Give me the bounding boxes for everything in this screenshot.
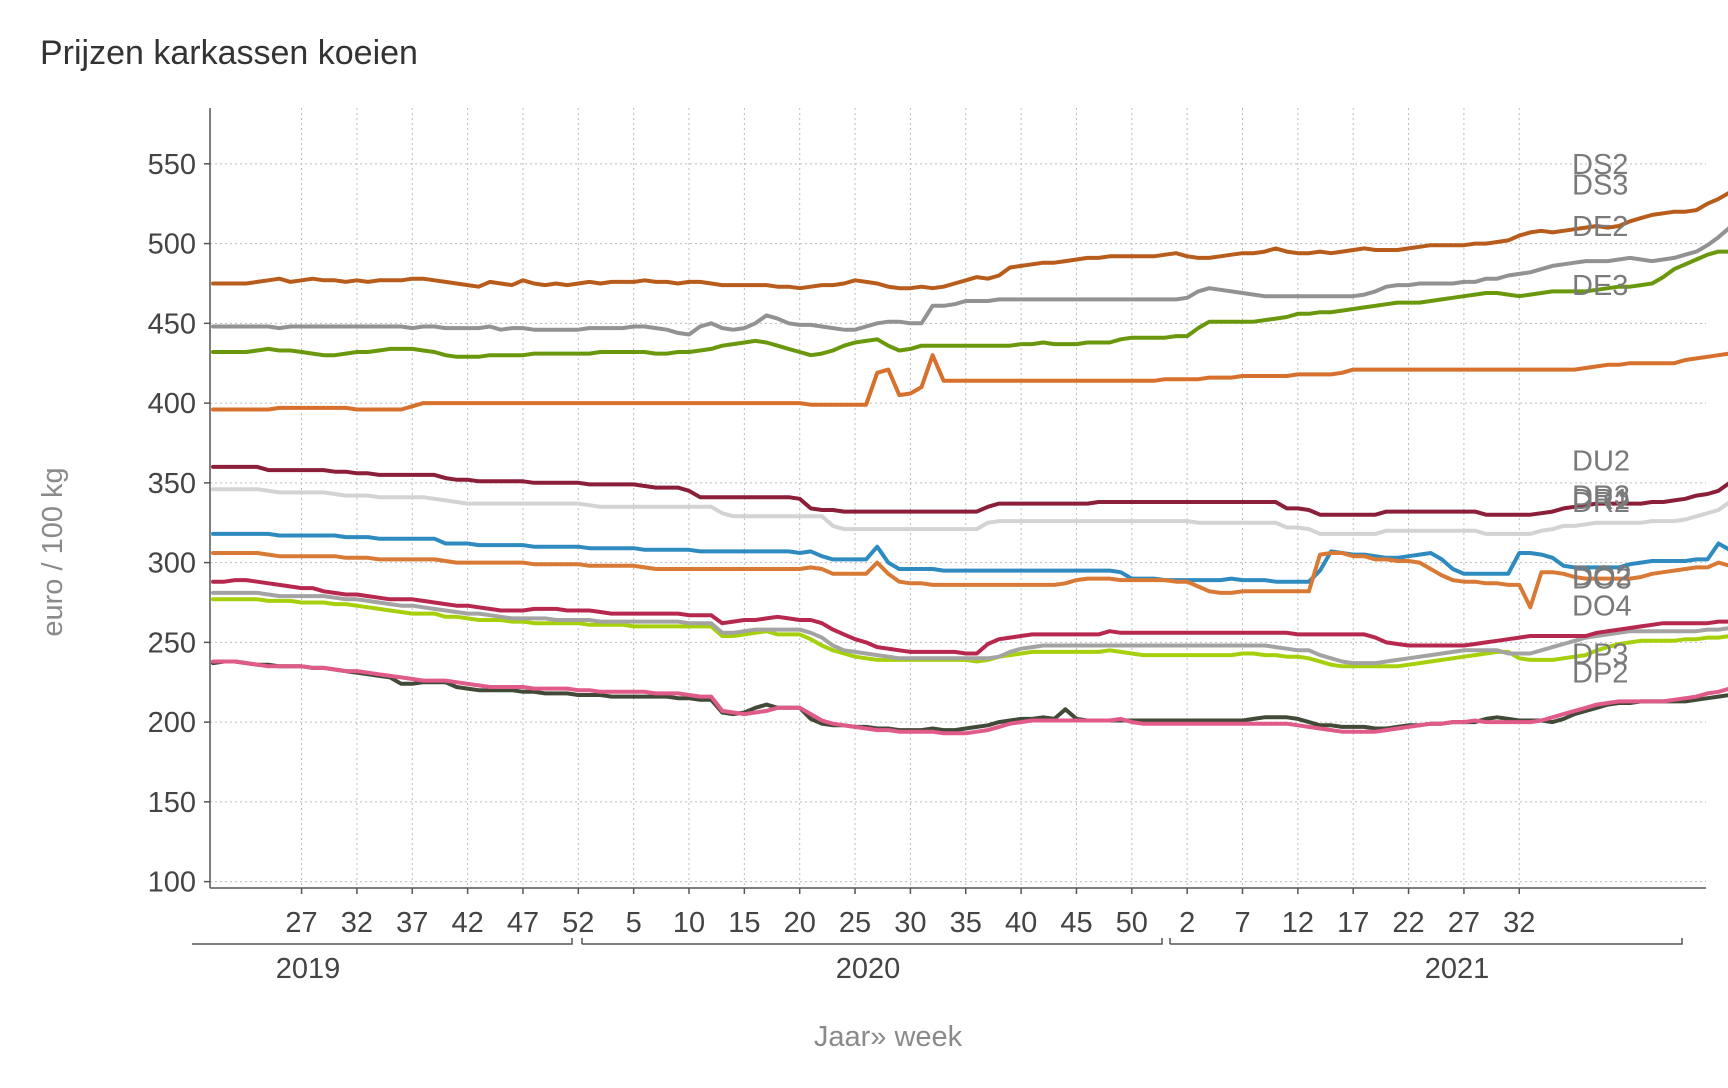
x-tick-label: 25 <box>839 907 871 939</box>
year-bracket <box>1170 938 1683 945</box>
x-tick-label: 32 <box>1503 907 1535 939</box>
x-tick-label: 35 <box>950 907 982 939</box>
x-tick-label: 10 <box>673 907 705 939</box>
series-line-de3 <box>211 351 1728 412</box>
grid <box>210 108 1706 888</box>
series-label-dr2: DR2 <box>1572 487 1630 519</box>
series-label-ds2: DS2 <box>1572 149 1628 181</box>
x-tick-label: 22 <box>1392 907 1424 939</box>
y-ticks: 100 150 200 250 300 350 400 450 500 550 <box>148 149 210 899</box>
y-tick-label: 350 <box>148 468 196 500</box>
series-label-ds3: DS3 <box>1572 170 1628 202</box>
x-axis-label: Jaar» week <box>814 1021 963 1053</box>
series-line-do2 <box>211 578 1728 656</box>
y-tick-label: 550 <box>148 149 196 181</box>
x-tick-label: 17 <box>1337 907 1369 939</box>
series-label-dr1: DR1 <box>1572 484 1630 516</box>
y-tick-label: 450 <box>148 308 196 340</box>
series-label-dp3: DP3 <box>1572 639 1628 671</box>
series-label-dr3: DR3 <box>1572 481 1630 513</box>
x-tick-label: 15 <box>728 907 760 939</box>
series-line-do3 <box>211 590 1728 666</box>
year-axis: 2019 2020 2021 <box>192 938 1683 985</box>
x-tick-label: 2 <box>1179 907 1195 939</box>
y-tick-label: 500 <box>148 229 196 261</box>
series-label-dp2: DP2 <box>1572 658 1628 690</box>
y-tick-label: 150 <box>148 787 196 819</box>
y-tick-label: 200 <box>148 707 196 739</box>
x-tick-label: 52 <box>562 907 594 939</box>
x-tick-label: 20 <box>784 907 816 939</box>
series-label-do2: DO2 <box>1572 560 1632 592</box>
series-line-du2 <box>211 464 1728 517</box>
x-ticks: 27 32 37 42 47 52 5 10 15 20 25 30 35 40 45 50 2 7 12 17 22 2… <box>285 888 1535 939</box>
x-tick-label: 37 <box>396 907 428 939</box>
year-label: 2019 <box>276 953 341 985</box>
chart-title: Prijzen karkassen koeien <box>40 34 418 72</box>
x-tick-label: 30 <box>894 907 926 939</box>
year-bracket <box>582 938 1163 945</box>
x-tick-label: 5 <box>626 907 642 939</box>
series-line-dp3 <box>211 659 1728 736</box>
series-label-do3: DO3 <box>1572 564 1632 596</box>
axes <box>209 108 1706 889</box>
series-line-ds3 <box>211 226 1728 337</box>
y-tick-label: 400 <box>148 388 196 420</box>
x-tick-label: 27 <box>285 907 317 939</box>
x-tick-label: 50 <box>1116 907 1148 939</box>
y-axis-label: euro / 100 kg <box>37 467 69 636</box>
series-lines <box>211 191 1728 736</box>
x-tick-label: 7 <box>1234 907 1250 939</box>
year-label: 2020 <box>836 953 901 985</box>
y-tick-label: 250 <box>148 627 196 659</box>
x-tick-label: 45 <box>1060 907 1092 939</box>
series-line-ds2 <box>211 191 1728 291</box>
series-line-dr1 <box>211 551 1728 610</box>
series-line-dr2 <box>211 531 1728 584</box>
series-line-de2 <box>211 249 1728 359</box>
series-label-do4: DO4 <box>1572 591 1632 623</box>
series-line-do4 <box>211 597 1728 669</box>
series-line-dr3 <box>211 487 1728 536</box>
series-label-de3: DE3 <box>1572 270 1628 302</box>
series-label-de2: DE2 <box>1572 211 1628 243</box>
x-tick-label: 12 <box>1282 907 1314 939</box>
x-tick-label: 32 <box>341 907 373 939</box>
x-tick-label: 42 <box>451 907 483 939</box>
y-tick-label: 300 <box>148 548 196 580</box>
x-tick-label: 27 <box>1448 907 1480 939</box>
year-bracket <box>192 938 573 945</box>
year-label: 2021 <box>1425 953 1490 985</box>
series-label-du2: DU2 <box>1572 446 1630 478</box>
x-tick-label: 40 <box>1005 907 1037 939</box>
y-tick-label: 100 <box>148 867 196 899</box>
x-tick-label: 47 <box>507 907 539 939</box>
series-line-dp2 <box>211 659 1728 733</box>
